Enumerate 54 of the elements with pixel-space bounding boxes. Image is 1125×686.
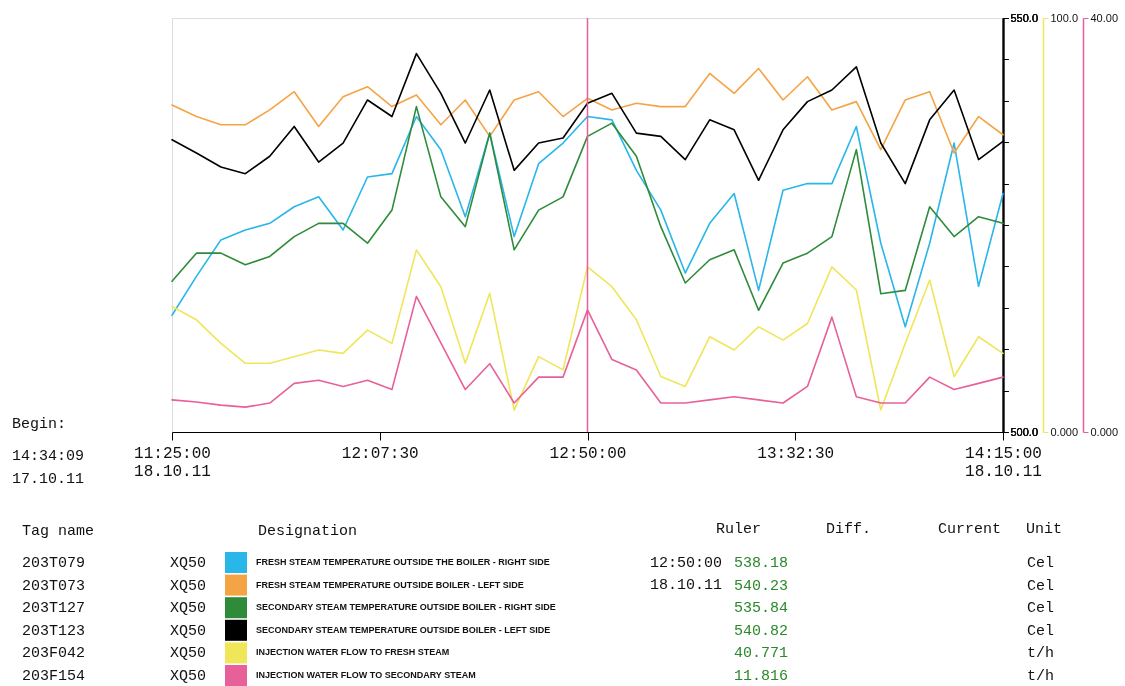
y3-tick-label: 40.00 xyxy=(1090,11,1119,24)
legend-label: INJECTION WATER FLOW TO FRESH STEAM xyxy=(256,647,450,658)
text: 40.771 xyxy=(733,645,788,663)
x-tick-label: 13:32:30 xyxy=(757,444,835,463)
text: t/h xyxy=(1027,668,1055,685)
text: 535.84 xyxy=(733,600,788,618)
text: 14:34:09 xyxy=(12,448,85,465)
text: Ruler xyxy=(716,521,762,538)
text: 203T127 xyxy=(22,600,86,618)
text: XQ50 xyxy=(170,668,207,685)
text: Diff. xyxy=(826,521,872,538)
text: Designation xyxy=(258,523,358,540)
text: 12:50:00 xyxy=(650,555,723,572)
x-tick-label: 12:07:30 xyxy=(341,444,419,463)
y-tick-label: 550.0 xyxy=(1010,11,1039,24)
text: 203F154 xyxy=(22,668,86,685)
text: 203T073 xyxy=(22,577,86,595)
x-tick-label: 14:15:00 18.10.11 xyxy=(965,444,1042,481)
text: 540.82 xyxy=(733,622,788,640)
text: Current xyxy=(938,521,1002,538)
y3-tick-label: 0.000 xyxy=(1090,425,1119,438)
text: Cel xyxy=(1027,555,1055,572)
text: Begin: xyxy=(12,416,67,433)
text: 18.10.11 xyxy=(650,577,723,594)
text: Unit xyxy=(1026,521,1063,538)
x-tick-label: 12:50:00 xyxy=(549,444,627,463)
text: 203T123 xyxy=(22,622,86,640)
legend-label: FRESH STEAM TEMPERATURE OUTSIDE THE BOILER - RIGHT SIDE xyxy=(256,557,550,567)
text: 203T079 xyxy=(22,555,86,572)
text: Tag name xyxy=(22,523,95,540)
legend-label: SECONDARY STEAM TEMPERATURE OUTSIDE BOILER - RIGHT SIDE xyxy=(256,602,556,613)
text: 11.816 xyxy=(733,668,788,685)
text: 17.10.11 xyxy=(12,471,85,488)
text: t/h xyxy=(1027,645,1055,663)
legend-label: SECONDARY STEAM TEMPERATURE OUTSIDE BOILER - LEFT SIDE xyxy=(256,624,551,635)
text: XQ50 xyxy=(170,645,207,663)
y2-tick-label: 100.0 xyxy=(1050,11,1079,24)
line-series xyxy=(171,249,1004,411)
line-series xyxy=(171,67,1004,154)
text: XQ50 xyxy=(170,555,207,572)
x-tick-label: 11:25:00 18.10.11 xyxy=(134,444,211,481)
legend-label: FRESH STEAM TEMPERATURE OUTSIDE BOILER - LEFT SIDE xyxy=(256,579,524,590)
text: XQ50 xyxy=(170,577,207,595)
text: 540.23 xyxy=(733,577,788,595)
y-tick-label: 500.0 xyxy=(1010,425,1039,438)
text: 538.18 xyxy=(733,555,788,572)
text: Cel xyxy=(1027,577,1055,595)
text: Cel xyxy=(1027,622,1055,640)
text: 203F042 xyxy=(22,645,86,663)
text: XQ50 xyxy=(170,600,207,618)
legend-label: INJECTION WATER FLOW TO SECONDARY STEAM xyxy=(256,670,476,680)
text: XQ50 xyxy=(170,622,207,640)
text: Cel xyxy=(1027,600,1055,618)
y2-tick-label: 0.000 xyxy=(1050,425,1079,438)
